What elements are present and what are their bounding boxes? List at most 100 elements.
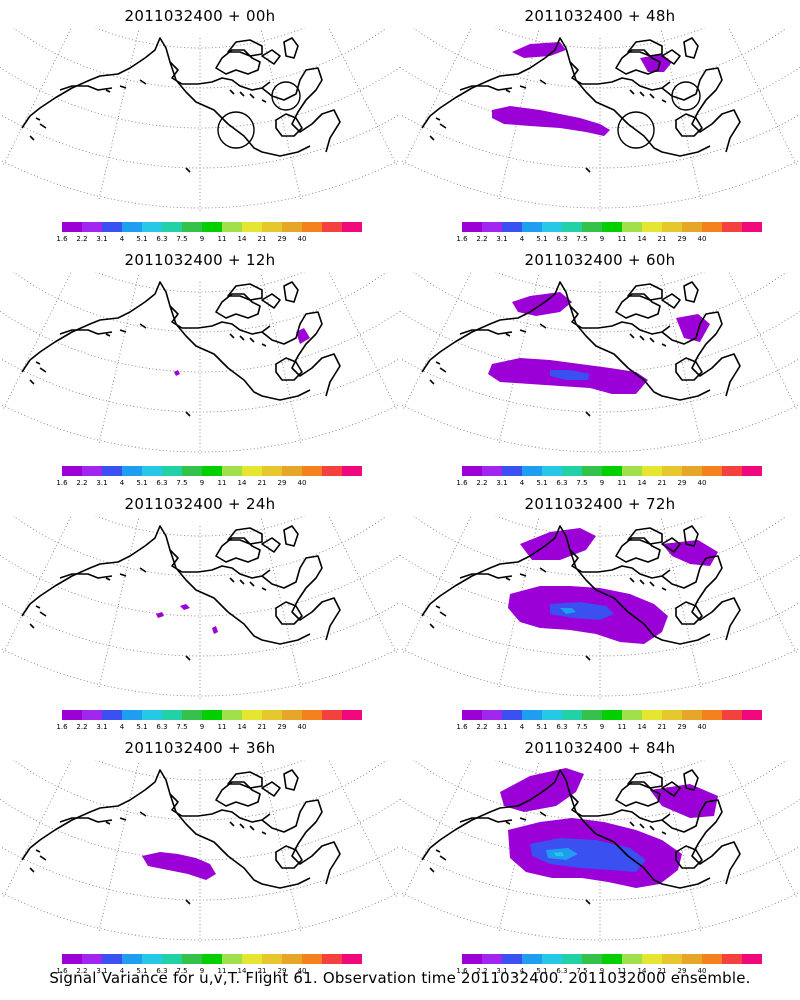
- colorbar: [62, 710, 362, 720]
- colorbar-swatch: [142, 466, 162, 476]
- colorbar-tick-label: 11: [217, 967, 227, 975]
- colorbar-swatch: [562, 954, 582, 964]
- colorbar-swatch: [682, 710, 702, 720]
- colorbar-swatch: [742, 954, 762, 964]
- polar-map: [0, 28, 400, 213]
- colorbar-swatch: [622, 222, 642, 232]
- colorbar-tick-label: 3.1: [496, 235, 508, 243]
- coastlines: [421, 769, 741, 905]
- colorbar-swatch: [642, 466, 662, 476]
- colorbar-swatch: [462, 466, 482, 476]
- colorbar-swatch: [602, 954, 622, 964]
- colorbar-tick-label: 14: [637, 723, 647, 731]
- colorbar-swatch: [142, 954, 162, 964]
- colorbar: [462, 954, 762, 964]
- colorbar-swatch: [742, 222, 762, 232]
- colorbar-tick-label: 6.3: [156, 723, 168, 731]
- colorbar-tick-label: 3.1: [96, 235, 108, 243]
- colorbar-tick-label: 7.5: [576, 479, 588, 487]
- map-panel: 2011032400 + 72h 1.6 2.2 3.1 4 5.1 6.3 7.5 9 11 14…: [400, 488, 800, 731]
- colorbar-tick-label: 7.5: [176, 479, 188, 487]
- polar-map: [0, 272, 400, 457]
- map-panel: 2011032400 + 36h 1.6 2.2 3.1 4 5.1 6.3 7.5 9 11 14…: [0, 732, 400, 975]
- colorbar-swatch: [342, 710, 362, 720]
- colorbar-swatch: [342, 954, 362, 964]
- colorbar-tick-label: 4: [119, 723, 125, 731]
- colorbar-tick-label: 21: [257, 723, 267, 731]
- colorbar-swatch: [542, 954, 562, 964]
- colorbar-swatch: [622, 710, 642, 720]
- colorbar-swatch: [502, 710, 522, 720]
- colorbar-tick-label: 3.1: [496, 723, 508, 731]
- colorbar-tick-label: 11: [617, 235, 627, 243]
- colorbar-tick-label: 40: [697, 479, 707, 487]
- colorbar-swatch: [282, 954, 302, 964]
- observation-circle: [671, 81, 701, 111]
- colorbar-swatch: [182, 954, 202, 964]
- colorbar-swatch: [662, 710, 682, 720]
- observation-circle: [271, 81, 301, 111]
- colorbar-swatch: [322, 466, 342, 476]
- colorbar-tick-label: 1.6: [456, 235, 468, 243]
- colorbar-swatch: [162, 954, 182, 964]
- colorbar-tick-label: 2.2: [76, 967, 88, 975]
- colorbar-swatch: [522, 954, 542, 964]
- colorbar-tick-label: 5.1: [136, 723, 148, 731]
- colorbar-swatch: [602, 710, 622, 720]
- colorbar-swatch: [162, 710, 182, 720]
- colorbar-tick-label: 14: [637, 235, 647, 243]
- colorbar-tick-label: 14: [237, 723, 247, 731]
- colorbar-swatch: [722, 710, 742, 720]
- colorbar-tick-label: 3.1: [496, 967, 508, 975]
- colorbar-swatch: [62, 466, 82, 476]
- colorbar-tick-label: 40: [297, 967, 307, 975]
- colorbar-tick-label: 3.1: [496, 479, 508, 487]
- colorbar-tick-label: 7.5: [176, 723, 188, 731]
- colorbar-tick-label: 4: [119, 967, 125, 975]
- colorbar-tick-label: 29: [277, 479, 287, 487]
- colorbar-swatch: [682, 466, 702, 476]
- colorbar-tick-label: 21: [257, 967, 267, 975]
- colorbar-tick-label: 29: [277, 967, 287, 975]
- coastlines: [21, 281, 341, 417]
- colorbar-swatch: [582, 222, 602, 232]
- colorbar-swatch: [202, 954, 222, 964]
- colorbar-tick-label: 4: [119, 235, 125, 243]
- colorbar-labels: 1.6 2.2 3.1 4 5.1 6.3 7.5 9 11 14 21 29 40: [456, 723, 762, 733]
- colorbar-swatch: [742, 466, 762, 476]
- colorbar-tick-label: 6.3: [156, 479, 168, 487]
- colorbar-tick-label: 3.1: [96, 723, 108, 731]
- colorbar-swatch: [102, 466, 122, 476]
- colorbar-swatch: [202, 222, 222, 232]
- colorbar-swatch: [322, 954, 342, 964]
- colorbar-swatch: [742, 710, 762, 720]
- colorbar-swatch: [182, 710, 202, 720]
- colorbar-swatch: [662, 222, 682, 232]
- panel-title: 2011032400 + 84h: [524, 739, 676, 757]
- colorbar-swatch: [282, 222, 302, 232]
- variance-contour: [530, 838, 646, 872]
- map-panel: 2011032400 + 24h 1.6 2.2 3.1 4 5.1 6.3 7.5 9 11 14…: [0, 488, 400, 731]
- variance-contour: [554, 852, 564, 856]
- variance-contour: [156, 612, 164, 618]
- variance-contour: [500, 768, 584, 812]
- colorbar-swatch: [202, 466, 222, 476]
- colorbar-tick-label: 14: [237, 479, 247, 487]
- colorbar: [462, 710, 762, 720]
- coastlines: [421, 37, 741, 173]
- coastlines: [21, 769, 341, 905]
- variance-contour: [296, 328, 310, 344]
- colorbar-tick-label: 1.6: [456, 479, 468, 487]
- colorbar-tick-label: 3.1: [96, 967, 108, 975]
- colorbar-swatch: [122, 466, 142, 476]
- colorbar-swatch: [562, 710, 582, 720]
- colorbar-swatch: [82, 466, 102, 476]
- colorbar-swatch: [302, 222, 322, 232]
- colorbar-swatch: [722, 466, 742, 476]
- colorbar-tick-label: 14: [237, 235, 247, 243]
- colorbar-tick-label: 6.3: [556, 235, 568, 243]
- colorbar-tick-label: 9: [199, 235, 205, 243]
- colorbar: [62, 222, 362, 232]
- colorbar-tick-label: 29: [277, 723, 287, 731]
- colorbar-tick-label: 9: [199, 967, 205, 975]
